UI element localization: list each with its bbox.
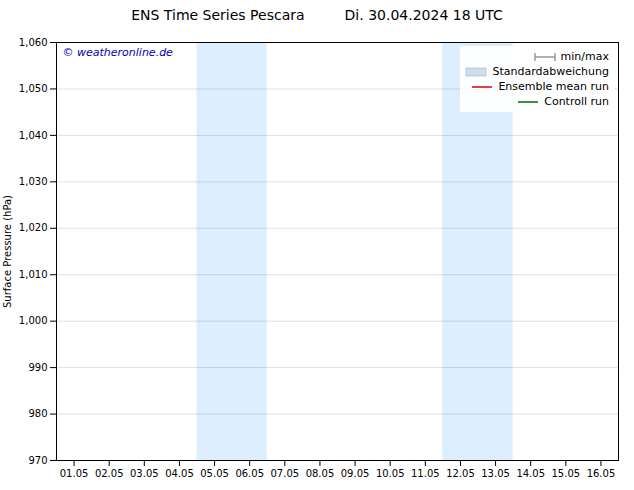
- svg-text:Surface Pressure (hPa): Surface Pressure (hPa): [2, 195, 13, 308]
- svg-text:980: 980: [28, 408, 47, 419]
- svg-text:13.05: 13.05: [481, 468, 510, 479]
- svg-text:14.05: 14.05: [516, 468, 545, 479]
- svg-text:1,060: 1,060: [19, 37, 48, 48]
- html-text:Controll run: Controll run: [544, 95, 609, 108]
- svg-text:1,030: 1,030: [19, 176, 48, 187]
- svg-text:970: 970: [28, 455, 47, 466]
- html-text:Ensemble mean run: Ensemble mean run: [498, 80, 609, 93]
- svg-text:05.05: 05.05: [200, 468, 229, 479]
- svg-text:10.05: 10.05: [376, 468, 405, 479]
- svg-text:04.05: 04.05: [165, 468, 194, 479]
- svg-text:07.05: 07.05: [270, 468, 299, 479]
- svg-text:11.05: 11.05: [411, 468, 440, 479]
- svg-text:12.05: 12.05: [446, 468, 475, 479]
- svg-text:01.05: 01.05: [60, 468, 89, 479]
- svg-text:03.05: 03.05: [130, 468, 159, 479]
- svg-text:1,010: 1,010: [19, 269, 48, 280]
- html-text:min/max: min/max: [560, 50, 609, 63]
- svg-text:08.05: 08.05: [306, 468, 335, 479]
- svg-text:1,020: 1,020: [19, 222, 48, 233]
- svg-text:© weatheronline.de: © weatheronline.de: [63, 46, 174, 59]
- svg-text:1,050: 1,050: [19, 83, 48, 94]
- svg-text:1,040: 1,040: [19, 130, 48, 141]
- svg-text:15.05: 15.05: [551, 468, 580, 479]
- svg-text:1,000: 1,000: [19, 315, 48, 326]
- svg-text:09.05: 09.05: [341, 468, 370, 479]
- svg-text:06.05: 06.05: [235, 468, 264, 479]
- html-text:Di. 30.04.2024 18 UTC: Di. 30.04.2024 18 UTC: [344, 7, 503, 23]
- svg-text:16.05: 16.05: [587, 468, 616, 479]
- html-text:Standardabweichung: Standardabweichung: [492, 65, 609, 78]
- svg-text:990: 990: [28, 362, 47, 373]
- html-text:ENS Time Series Pescara: ENS Time Series Pescara: [131, 7, 305, 23]
- svg-text:02.05: 02.05: [95, 468, 124, 479]
